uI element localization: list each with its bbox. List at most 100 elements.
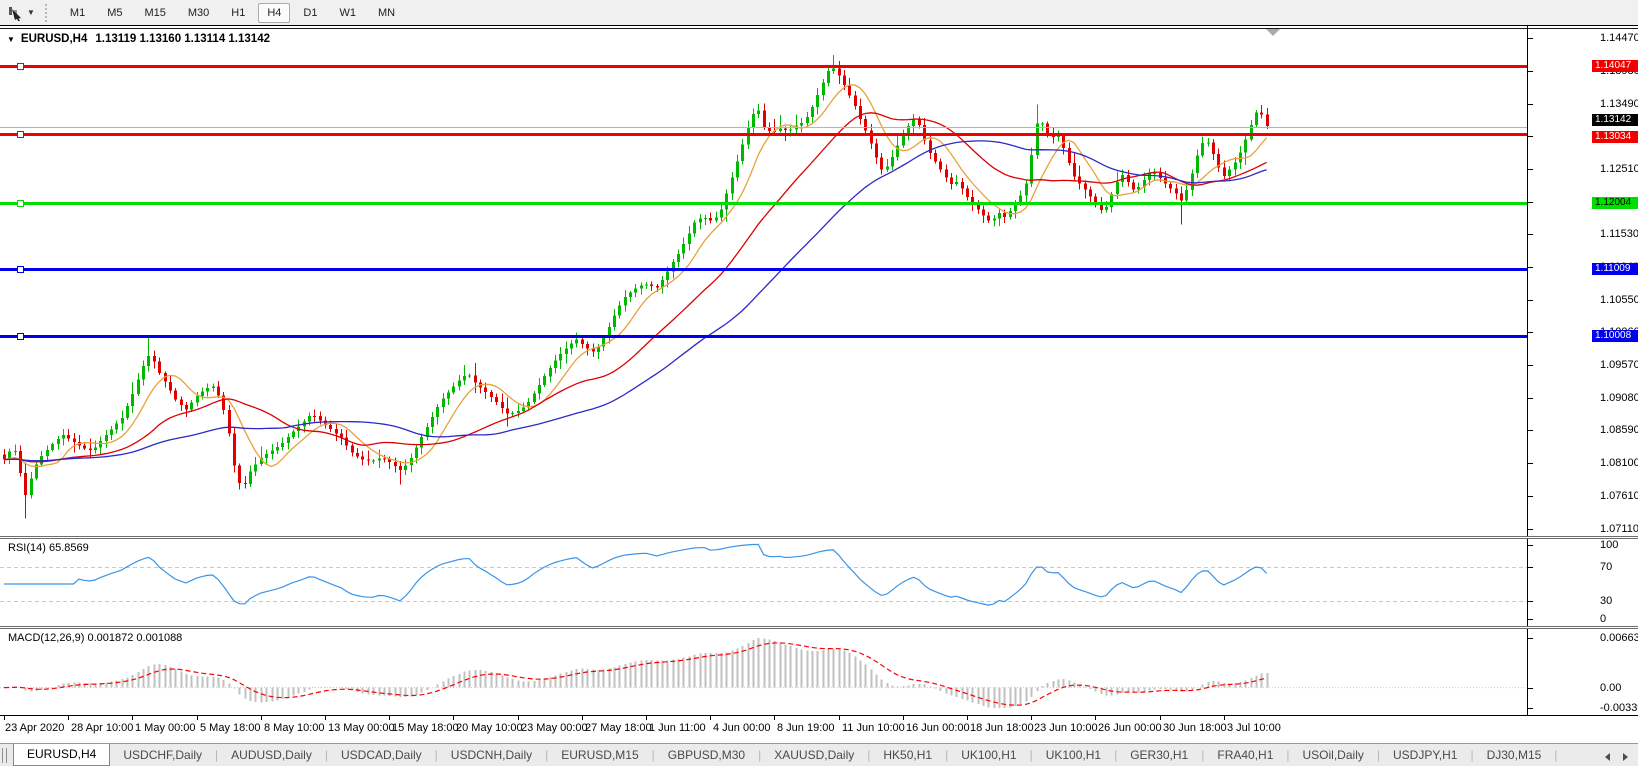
price-1.14470-tick (1528, 38, 1533, 39)
time-tick (4, 716, 5, 720)
price-chart[interactable] (0, 26, 1527, 536)
rsi-30-label: 30 (1600, 595, 1613, 607)
tab-usdjpy-h1[interactable]: USDJPY,H1 (1392, 748, 1458, 762)
hline-handle[interactable] (17, 333, 24, 340)
rsi-70-tick (1528, 567, 1533, 568)
time-tick (710, 716, 711, 720)
rsi-100-label: 100 (1600, 539, 1619, 551)
price-1.13490-tick (1528, 104, 1533, 105)
tab-eurusd-m15[interactable]: EURUSD,M15 (561, 748, 639, 762)
time-tick (967, 716, 968, 720)
chart-top-border (0, 28, 1638, 29)
time-label: 13 May 00:00 (328, 722, 395, 734)
price-1.08590-label: 1.08590 (1600, 424, 1638, 436)
tab-uk100-h1[interactable]: UK100,H1 (961, 748, 1017, 762)
rsi-panel-splitter[interactable] (0, 536, 1638, 539)
time-tick (1031, 716, 1032, 720)
axis-border (1527, 26, 1528, 715)
hline-handle[interactable] (17, 266, 24, 273)
hline-1.13034[interactable] (0, 131, 1527, 138)
price-1.09080-tick (1528, 398, 1533, 399)
tab-scroll-right-icon[interactable] (1623, 753, 1628, 761)
macd-title: MACD(12,26,9) 0.001872 0.001088 (8, 632, 182, 644)
chart-shift-marker[interactable] (1266, 29, 1280, 36)
macd-0-00339-tick (1528, 708, 1533, 709)
time-label: 4 Jun 00:00 (713, 722, 771, 734)
timeframe-h1[interactable]: H1 (231, 6, 246, 19)
hline-1.11009[interactable] (0, 266, 1527, 273)
tab-usdcad-daily[interactable]: USDCAD,Daily (340, 748, 422, 762)
time-label: 8 May 10:00 (264, 722, 325, 734)
time-tick (325, 716, 326, 720)
timeframe-m15[interactable]: M15 (144, 6, 166, 19)
macd-0-00-label: 0.00 (1600, 682, 1622, 694)
current-price-badge: 1.13142 (1592, 114, 1638, 126)
chart-ohlc: 1.13119 1.13160 1.13114 1.13142 (95, 33, 270, 45)
timeframe-w1[interactable]: W1 (339, 6, 356, 19)
macd-histogram (8, 638, 1269, 709)
macd-0-006633-tick (1528, 638, 1533, 639)
time-axis[interactable]: 23 Apr 2020 28 Apr 10:00 1 May 00:00 5 May … (0, 716, 1638, 743)
hline-handle[interactable] (17, 200, 24, 207)
tab-gbpusd-m30[interactable]: GBPUSD,M30 (667, 748, 746, 762)
time-label: 5 May 18:00 (200, 722, 261, 734)
price-1.07110-label: 1.07110 (1600, 523, 1638, 535)
tab-eurusd-h4[interactable]: EURUSD,H4 (13, 744, 111, 766)
tab-fra40-h1[interactable]: FRA40,H1 (1217, 748, 1274, 762)
tab-separator: | (215, 748, 219, 762)
price-1.12020-tick (1528, 202, 1533, 203)
hline-1.10008[interactable] (0, 333, 1527, 340)
cursor-tool-icon[interactable] (5, 4, 25, 22)
price-1.12510-label: 1.12510 (1600, 163, 1638, 175)
timeframe-m30[interactable]: M30 (187, 6, 210, 19)
time-label: 8 Jun 19:00 (777, 722, 835, 734)
hline-1.12004[interactable] (0, 200, 1527, 207)
tab-usoil-daily[interactable]: USOil,Daily (1302, 748, 1364, 762)
timeframe-m1[interactable]: M1 (69, 6, 86, 19)
timeframe-d1[interactable]: D1 (303, 6, 318, 19)
tab-dj30-m15[interactable]: DJ30,M15 (1486, 748, 1542, 762)
hline-handle[interactable] (17, 63, 24, 70)
tab-audusd-daily[interactable]: AUDUSD,Daily (231, 748, 312, 762)
ma-mid-line (3, 112, 1267, 463)
time-tick (261, 716, 262, 720)
price-1.10550-tick (1528, 300, 1533, 301)
tab-usdcnh-daily[interactable]: USDCNH,Daily (450, 748, 533, 762)
toolbar-dropdown-caret[interactable]: ▼ (27, 8, 35, 17)
tab-separator: | (1114, 748, 1118, 762)
price-1.08590-tick (1528, 430, 1533, 431)
tab-hk50-h1[interactable]: HK50,H1 (883, 748, 933, 762)
macd-value: 0.001872 0.001088 (87, 632, 183, 644)
time-tick (68, 716, 69, 720)
hline-badge-1.11009: 1.11009 (1592, 263, 1638, 275)
timeframe-h4[interactable]: H4 (258, 2, 291, 23)
tab-scroll-left-icon[interactable] (1605, 753, 1610, 761)
rsi-30-tick (1528, 601, 1533, 602)
ma-fast-line (3, 84, 1268, 468)
chart-dropdown-icon[interactable]: ▼ (7, 35, 15, 44)
tab-separator: | (651, 748, 655, 762)
price-1.14470-label: 1.14470 (1600, 32, 1638, 44)
rsi-name: RSI(14) (8, 542, 46, 554)
tab-separator: | (758, 748, 762, 762)
tab-xauusd-daily[interactable]: XAUUSD,Daily (774, 748, 855, 762)
timeframe-toolbar: ▼ M1 M5 M15 M30 H1 H4 D1 W1 MN (0, 0, 1638, 26)
time-label: 30 Jun 18:00 (1163, 722, 1227, 734)
time-label: 3 Jul 10:00 (1227, 722, 1281, 734)
chart-tabs: EURUSD,H4 USDCHF,Daily | AUDUSD,Daily | USDCA… (13, 744, 1557, 766)
tab-separator: | (1201, 748, 1205, 762)
tab-ger30-h1[interactable]: GER30,H1 (1130, 748, 1189, 762)
tab-usdchf-daily[interactable]: USDCHF,Daily (123, 748, 203, 762)
hline-1.14047[interactable] (0, 63, 1527, 70)
hline-handle[interactable] (17, 131, 24, 138)
macd-panel-splitter[interactable] (0, 626, 1638, 629)
timeframe-mn[interactable]: MN (377, 6, 396, 19)
time-tick (453, 716, 454, 720)
timeframe-m5[interactable]: M5 (107, 6, 123, 19)
rsi-0-tick (1528, 619, 1533, 620)
price-1.09080-label: 1.09080 (1600, 392, 1638, 404)
price-1.13490-label: 1.13490 (1600, 98, 1638, 110)
tab-uk100-h1[interactable]: UK100,H1 (1045, 748, 1102, 762)
tab-separator: | (1376, 748, 1380, 762)
rsi-line (4, 543, 1268, 606)
